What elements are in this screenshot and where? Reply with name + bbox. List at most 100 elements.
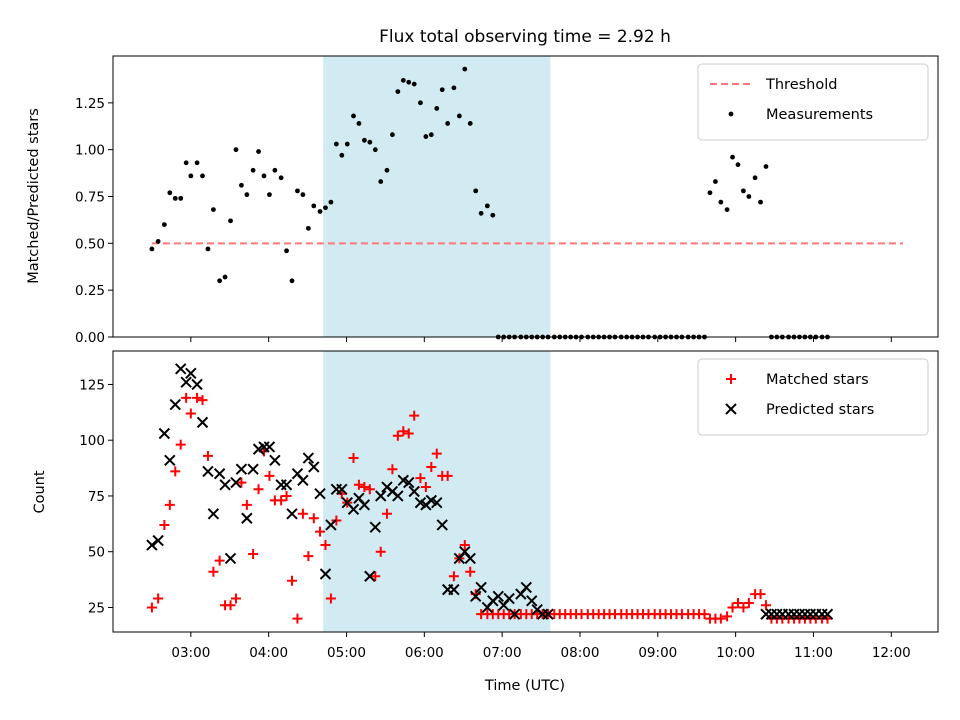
data-point	[314, 488, 326, 500]
x-tick-label: 08:00	[561, 645, 600, 661]
data-point	[730, 154, 735, 160]
data-point	[758, 199, 763, 205]
data-point	[256, 149, 261, 154]
data-point	[358, 499, 371, 511]
plot-layer: 0.00 0.25 0.50 0.75 1.00 1.25 Threshold Measure…	[75, 55, 939, 661]
data-point	[415, 473, 426, 484]
data-point	[418, 100, 423, 106]
data-point	[217, 278, 223, 284]
data-point	[211, 207, 216, 213]
data-point	[542, 608, 554, 620]
data-point	[325, 593, 336, 604]
data-point	[275, 479, 287, 491]
data-point	[375, 490, 387, 502]
data-point	[356, 121, 362, 126]
legend-box	[697, 358, 929, 436]
data-point	[213, 467, 226, 480]
y-tick-label: 1.25	[75, 96, 105, 112]
data-point	[420, 482, 431, 493]
data-point	[185, 367, 197, 380]
chart-title: Flux total observing time = 2.92 h	[379, 27, 671, 47]
legend-marker-swatch	[726, 374, 736, 384]
data-point	[319, 568, 332, 580]
data-point	[464, 552, 476, 565]
data-point	[197, 395, 208, 406]
data-point	[192, 392, 203, 403]
legend: Threshold Measurements	[697, 63, 929, 141]
data-point	[205, 246, 211, 252]
data-point	[445, 121, 451, 126]
data-point	[325, 519, 337, 531]
x-tick-label: 03:00	[171, 645, 210, 661]
data-point	[280, 479, 293, 491]
y-tick-label: 0.75	[75, 190, 105, 206]
legend: Matched stars Predicted stars	[697, 358, 929, 436]
data-point	[448, 583, 460, 596]
data-point	[208, 566, 219, 577]
observing-interval-shading	[323, 351, 551, 632]
data-point	[353, 479, 364, 490]
data-point	[188, 173, 194, 179]
data-point	[387, 464, 398, 475]
data-point	[727, 602, 738, 613]
data-point	[230, 593, 241, 604]
data-point	[469, 590, 482, 603]
data-point	[248, 548, 259, 559]
data-point	[300, 192, 306, 198]
data-point	[348, 453, 359, 464]
x-tick-label: 11:00	[794, 645, 833, 661]
y-tick-label: 0.00	[75, 330, 105, 346]
data-point	[392, 430, 403, 441]
data-point	[175, 439, 186, 450]
data-point	[250, 167, 256, 173]
data-point	[228, 218, 233, 224]
series-1-1	[146, 363, 834, 620]
data-point	[408, 485, 420, 498]
y-tick-label: 25	[88, 600, 105, 616]
data-point	[161, 222, 167, 228]
data-point	[244, 192, 250, 198]
data-point	[305, 225, 311, 231]
data-point	[241, 499, 252, 510]
data-point	[462, 66, 468, 72]
data-point	[364, 570, 376, 582]
x-tick-label: 10:00	[716, 645, 755, 661]
data-point	[336, 483, 348, 495]
data-point	[715, 613, 726, 624]
data-point	[175, 363, 187, 375]
bottom-y-axis-label: Count	[32, 470, 48, 513]
data-point	[403, 428, 414, 439]
data-point	[295, 188, 300, 194]
top-y-axis-label: Matched/Predicted stars	[26, 108, 42, 284]
data-point	[398, 426, 409, 437]
data-point	[490, 212, 496, 218]
data-point	[159, 519, 170, 530]
y-tick-label: 125	[79, 377, 105, 393]
data-point	[207, 508, 220, 520]
data-point	[442, 470, 453, 481]
y-tick-label: 50	[88, 545, 105, 561]
data-point	[503, 592, 515, 605]
data-point	[347, 503, 360, 516]
data-point	[222, 274, 228, 280]
legend-label: Matched stars	[766, 372, 869, 388]
data-point	[219, 479, 231, 491]
data-point	[183, 160, 189, 166]
x-tick-label: 07:00	[483, 645, 522, 661]
data-point	[284, 248, 289, 254]
data-point	[202, 465, 214, 478]
y-tick-label: 75	[88, 489, 105, 505]
legend-box	[697, 63, 929, 141]
data-point	[456, 113, 462, 119]
data-point	[339, 152, 345, 158]
data-point	[411, 81, 417, 87]
data-point	[367, 139, 373, 145]
data-point	[508, 608, 521, 620]
data-point	[752, 175, 758, 181]
data-point	[146, 539, 158, 551]
data-point	[403, 476, 415, 489]
data-point	[194, 160, 200, 166]
data-point	[308, 461, 320, 473]
data-point	[303, 551, 314, 562]
x-tick-label: 05:00	[327, 645, 366, 661]
